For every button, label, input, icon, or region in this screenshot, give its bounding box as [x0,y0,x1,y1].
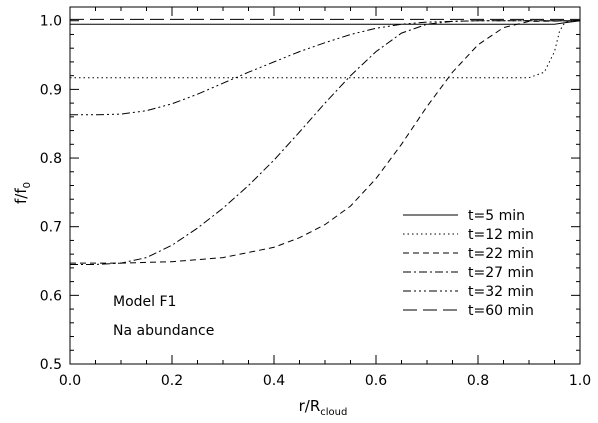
x-tick-label: 0.2 [161,373,183,389]
y-tick-label: 0.8 [40,151,62,167]
x-tick-label: 0.4 [263,373,285,389]
series-line-5 [70,20,580,116]
x-tick-label: 0.8 [467,373,489,389]
y-axis-label-main: f/f [12,188,30,204]
y-tick-label: 1.0 [40,14,62,30]
x-tick-label: 0.0 [59,373,81,389]
annotation-model: Model F1 [113,294,176,310]
legend: t=5 min t=12 min t=22 min t=27 min t=32 min t… [403,208,534,319]
x-axis-label: r/Rcloud [299,397,348,418]
legend-label-1: t=5 min [468,208,525,224]
y-tick-label: 0.5 [40,357,62,373]
x-axis-label-main: r/R [299,397,321,415]
y-axis-label: f/f0 [12,182,33,204]
x-tick-label: 1.0 [569,373,591,389]
y-tick-label: 0.6 [40,288,62,304]
legend-label-2: t=12 min [468,227,534,243]
y-tick-label: 0.7 [40,220,62,236]
legend-label-4: t=27 min [468,265,534,281]
annotation-species: Na abundance [113,323,214,339]
x-tick-label: 0.6 [365,373,387,389]
legend-label-6: t=60 min [468,303,534,319]
series-line-3 [70,20,581,264]
ticks-layer: 0.0 0.2 0.4 0.6 0.8 1.0 0.5 0.6 0.7 0.8 0.9 1.0 [40,6,591,389]
y-axis-label-sub: 0 [22,182,33,188]
series-line-1 [70,20,581,25]
series-layer [70,18,581,265]
x-axis-label-sub: cloud [320,407,347,418]
legend-label-5: t=32 min [468,284,534,300]
legend-label-3: t=22 min [468,246,534,262]
y-tick-label: 0.9 [40,82,62,98]
